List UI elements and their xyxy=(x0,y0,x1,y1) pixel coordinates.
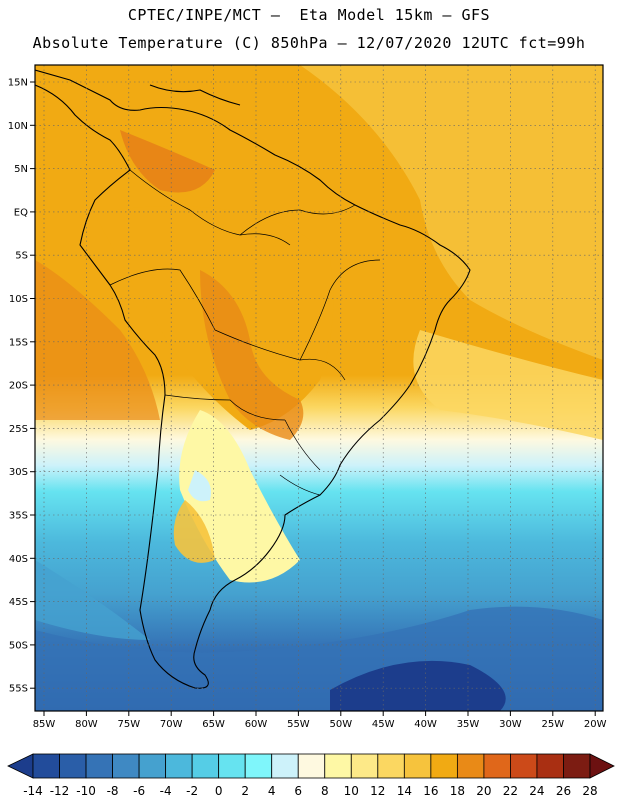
colorbar-swatch xyxy=(112,753,140,779)
lat-label: 25S xyxy=(9,424,28,435)
lat-label: 10S xyxy=(9,294,28,305)
colorbar-label: -14 xyxy=(23,784,43,798)
lat-label: 35S xyxy=(9,511,28,522)
colorbar-label: -8 xyxy=(107,784,119,798)
lon-label: 35W xyxy=(457,719,480,730)
colorbar-swatch xyxy=(483,753,511,779)
lat-label: 50S xyxy=(9,640,28,651)
lon-label: 65W xyxy=(202,719,225,730)
colorbar-swatch xyxy=(244,753,273,779)
colorbar-swatch xyxy=(563,753,591,779)
colorbar-label: 12 xyxy=(370,784,385,798)
colorbar-label: 26 xyxy=(556,784,571,798)
colorbar-label: 28 xyxy=(582,784,597,798)
lat-label: 45S xyxy=(9,597,28,608)
colorbar-label: 0 xyxy=(215,784,223,798)
lat-label: 30S xyxy=(9,467,28,478)
colorbar-swatch xyxy=(85,753,113,779)
colorbar-label: -4 xyxy=(160,784,172,798)
colorbar-swatch xyxy=(165,753,193,779)
colorbar-label: -10 xyxy=(76,784,96,798)
country-borders xyxy=(109,169,381,496)
colorbar-swatch xyxy=(218,753,246,779)
colorbar-swatch xyxy=(403,753,432,779)
colorbar-swatch xyxy=(510,753,538,779)
colorbar-swatch xyxy=(350,753,379,779)
lon-label: 50W xyxy=(329,719,352,730)
lat-label: 15N xyxy=(8,78,28,89)
colorbar-swatch xyxy=(324,753,352,779)
colorbar-label: 24 xyxy=(529,784,544,798)
lat-label: EQ xyxy=(14,207,28,218)
colorbar-label: 16 xyxy=(423,784,438,798)
lon-label: 80W xyxy=(75,719,98,730)
lat-label: 55S xyxy=(9,684,28,695)
colorbar-label: 14 xyxy=(397,784,412,798)
colorbar-swatch xyxy=(377,753,405,779)
colorbar-swatch xyxy=(271,753,299,779)
map-title-line-1: CPTEC/INPE/MCT – Eta Model 15km – GFS xyxy=(127,6,491,24)
temperature-field xyxy=(35,65,603,711)
colorbar-label: 10 xyxy=(344,784,359,798)
longitude-labels: 85W 80W 75W 70W 65W 60W 55W 50W 45W 40W 35W 30W 25W 2… xyxy=(33,711,607,730)
colorbar-swatch xyxy=(191,753,220,779)
map-title-line-2: Absolute Temperature (C) 850hPa – 12/07/… xyxy=(32,34,586,52)
lon-label: 60W xyxy=(245,719,268,730)
lon-label: 85W xyxy=(33,719,56,730)
colorbar-swatch xyxy=(32,753,60,779)
lon-label: 40W xyxy=(414,719,437,730)
colorbar-label: 6 xyxy=(294,784,302,798)
colorbar-label: 22 xyxy=(503,784,518,798)
lon-label: 70W xyxy=(160,719,183,730)
colorbar-swatch xyxy=(456,753,485,779)
colorbar-swatch xyxy=(138,753,167,779)
lat-label: 15S xyxy=(9,337,28,348)
lon-label: 55W xyxy=(287,719,310,730)
colorbar-label: 2 xyxy=(241,784,249,798)
colorbar-swatch xyxy=(536,753,564,779)
lon-label: 45W xyxy=(372,719,395,730)
lon-label: 20W xyxy=(584,719,607,730)
colorbar-swatch xyxy=(59,753,87,779)
lat-label: 20S xyxy=(9,381,28,392)
map-frame xyxy=(34,64,604,712)
lat-label: 5N xyxy=(14,164,28,175)
colorbar-label: 20 xyxy=(476,784,491,798)
map-graticule xyxy=(35,65,603,711)
colorbar-label: -2 xyxy=(186,784,198,798)
colorbar-label: 18 xyxy=(450,784,465,798)
colorbar-label: -6 xyxy=(133,784,145,798)
lon-label: 75W xyxy=(117,719,140,730)
colorbar-swatch xyxy=(430,753,458,779)
lon-label: 30W xyxy=(499,719,522,730)
colorbar-label: 8 xyxy=(321,784,329,798)
colorbar-max-arrow xyxy=(589,753,615,779)
latitude-labels: 15N 10N 5N EQ 5S 10S 15S 20S 25S 30S 35S 40S 45S 50S 5… xyxy=(8,78,35,695)
coastlines xyxy=(35,69,471,689)
colorbar-min-arrow xyxy=(7,753,34,779)
lat-label: 5S xyxy=(15,251,28,262)
lon-label: 25W xyxy=(541,719,564,730)
lat-label: 40S xyxy=(9,554,28,565)
colorbar-label: 4 xyxy=(268,784,276,798)
lat-label: 10N xyxy=(8,121,28,132)
colorbar-swatch xyxy=(297,753,326,779)
colorbar-label: -12 xyxy=(50,784,70,798)
colorbar: -14 -12 -10 -8 -6 -4 -2 0 2 4 6 8 10 12 14 16 18 20 22 24 26… xyxy=(7,753,615,798)
